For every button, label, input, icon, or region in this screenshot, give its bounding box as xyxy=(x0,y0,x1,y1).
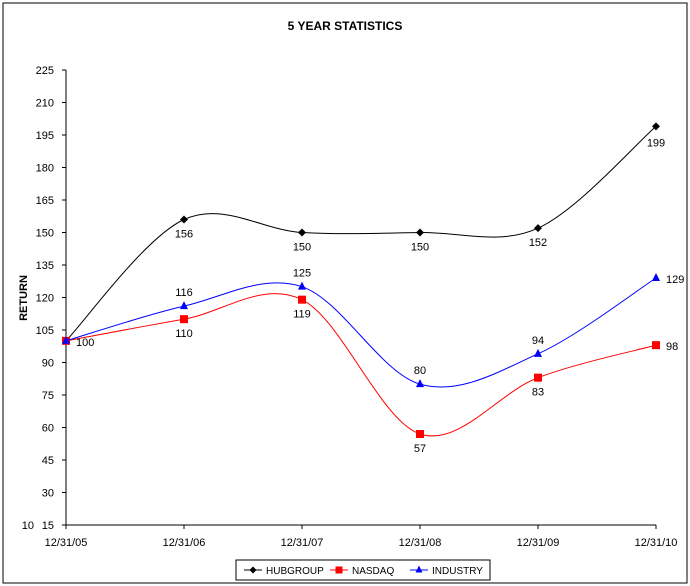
data-point-diamond xyxy=(534,224,542,233)
y-tick-label: 60 xyxy=(42,423,54,435)
legend-label: HUBGROUP xyxy=(266,566,324,577)
y-tick-label: 210 xyxy=(36,98,54,110)
data-point-square xyxy=(335,566,343,574)
x-tick-label: 12/31/05 xyxy=(45,537,88,549)
data-point-diamond xyxy=(180,215,188,224)
y-tick-label: 150 xyxy=(36,228,54,240)
x-tick-label: 12/31/09 xyxy=(517,537,560,549)
legend: HUBGROUP NASDAQ INDUSTRY xyxy=(235,559,491,581)
legend-item-industry: INDUSTRY xyxy=(410,565,483,577)
y-tick-label: 165 xyxy=(36,195,54,207)
data-label: 125 xyxy=(293,268,311,280)
data-label: 119 xyxy=(293,309,311,321)
data-label: 98 xyxy=(666,341,678,353)
data-point-triangle xyxy=(652,273,660,281)
data-label: 94 xyxy=(532,335,544,347)
series-group: 156 150 150 152 199 100 110 119 57 83 98 116 125 80 94… xyxy=(62,122,684,455)
data-label: 116 xyxy=(175,287,193,299)
y-tick-label: 15 xyxy=(42,520,54,532)
data-point-triangle xyxy=(62,335,70,344)
data-label: 100 xyxy=(76,337,94,349)
y-tick-label: 195 xyxy=(36,130,54,142)
data-point-diamond xyxy=(416,228,424,237)
axes: 15 30 45 60 75 90 105 120 135 150 165 180 195 210 225 1… xyxy=(22,65,678,549)
x-tick-label: 12/31/08 xyxy=(399,537,442,549)
data-label: 152 xyxy=(529,237,547,249)
data-point-triangle xyxy=(298,281,306,290)
data-point-diamond xyxy=(298,228,306,237)
y-tick-label: 45 xyxy=(42,455,54,467)
data-label: 57 xyxy=(414,443,426,455)
x-tick-label: 12/31/06 xyxy=(163,537,206,549)
y-tick-label: 120 xyxy=(36,293,54,305)
data-point-square xyxy=(180,315,188,324)
y-tick-label: 180 xyxy=(36,163,54,175)
legend-label: INDUSTRY xyxy=(432,566,483,577)
data-point-square xyxy=(298,295,306,304)
series-nasdaq: 100 110 119 57 83 98 xyxy=(62,293,678,455)
data-point-square xyxy=(534,373,542,382)
y-tick-label: 225 xyxy=(36,65,54,77)
series-line xyxy=(65,125,657,342)
y-axis-label: RETURN xyxy=(18,275,30,321)
legend-label: NASDAQ xyxy=(352,566,394,577)
y-tick-label: 30 xyxy=(42,488,54,500)
data-point-diamond xyxy=(652,122,660,131)
legend-item-nasdaq: NASDAQ xyxy=(330,566,394,577)
data-label: 83 xyxy=(532,387,544,399)
y-tick-label: 75 xyxy=(42,390,54,402)
chart-title: 5 YEAR STATISTICS xyxy=(288,19,403,33)
x-tick-label: 12/31/07 xyxy=(281,537,324,549)
data-point-diamond xyxy=(249,566,257,574)
data-point-triangle xyxy=(180,301,188,310)
y-tick-label: 105 xyxy=(36,325,54,337)
data-point-square xyxy=(416,430,424,438)
data-point-triangle xyxy=(534,348,542,357)
data-label: 150 xyxy=(411,242,429,254)
data-label: 150 xyxy=(293,242,311,254)
y-tick-label: 90 xyxy=(42,358,54,370)
data-label: 199 xyxy=(647,137,665,149)
legend-box xyxy=(235,559,491,581)
data-point-triangle xyxy=(416,379,424,388)
data-label: 156 xyxy=(175,229,193,241)
legend-item-hubgroup: HUBGROUP xyxy=(244,566,324,577)
y-tick-label-overlap: 10 xyxy=(22,520,34,532)
data-label: 129 xyxy=(666,274,684,286)
data-point-triangle xyxy=(415,565,423,573)
y-tick-label: 135 xyxy=(36,260,54,272)
data-point-square xyxy=(652,341,660,350)
series-line xyxy=(65,277,657,388)
x-tick-label: 12/31/10 xyxy=(635,537,678,549)
series-hubgroup: 156 150 150 152 199 xyxy=(62,122,665,345)
data-label: 110 xyxy=(175,328,193,340)
series-industry: 116 125 80 94 129 xyxy=(62,268,684,388)
data-label: 80 xyxy=(414,365,426,377)
